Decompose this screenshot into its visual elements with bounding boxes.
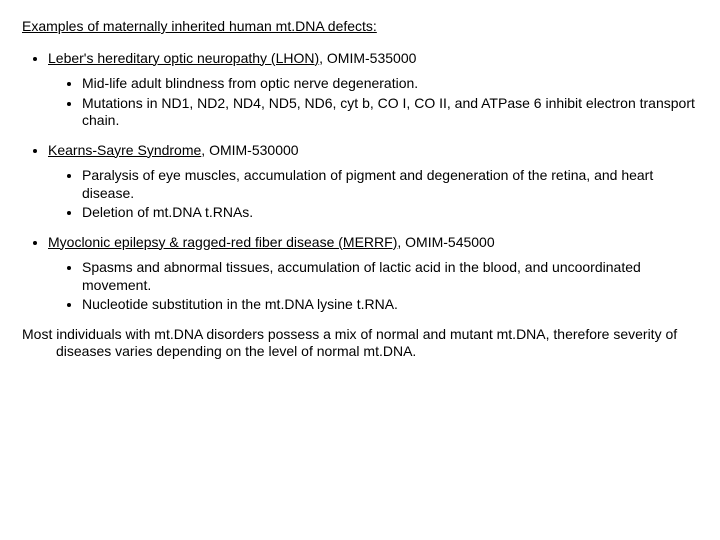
list-item: Leber's hereditary optic neuropathy (LHO… <box>48 50 698 130</box>
closing-paragraph: Most individuals with mt.DNA disorders p… <box>22 326 698 361</box>
detail-list: Mid-life adult blindness from optic nerv… <box>48 75 698 130</box>
disease-code: , OMIM-545000 <box>397 234 494 250</box>
list-item: Myoclonic epilepsy & ragged-red fiber di… <box>48 234 698 314</box>
disease-list: Leber's hereditary optic neuropathy (LHO… <box>22 50 698 314</box>
disease-code: , OMIM-530000 <box>201 142 298 158</box>
detail-item: Mutations in ND1, ND2, ND4, ND5, ND6, cy… <box>82 95 698 130</box>
detail-item: Spasms and abnormal tissues, accumulatio… <box>82 259 698 294</box>
list-item: Kearns-Sayre Syndrome, OMIM-530000 Paral… <box>48 142 698 222</box>
disease-name: Kearns-Sayre Syndrome <box>48 142 201 158</box>
disease-code: , OMIM-535000 <box>319 50 416 66</box>
detail-item: Deletion of mt.DNA t.RNAs. <box>82 204 698 222</box>
disease-name: Leber's hereditary optic neuropathy (LHO… <box>48 50 319 66</box>
detail-list: Paralysis of eye muscles, accumulation o… <box>48 167 698 222</box>
page-title: Examples of maternally inherited human m… <box>22 18 698 36</box>
detail-list: Spasms and abnormal tissues, accumulatio… <box>48 259 698 314</box>
disease-name: Myoclonic epilepsy & ragged-red fiber di… <box>48 234 397 250</box>
detail-item: Paralysis of eye muscles, accumulation o… <box>82 167 698 202</box>
detail-item: Mid-life adult blindness from optic nerv… <box>82 75 698 93</box>
detail-item: Nucleotide substitution in the mt.DNA ly… <box>82 296 698 314</box>
